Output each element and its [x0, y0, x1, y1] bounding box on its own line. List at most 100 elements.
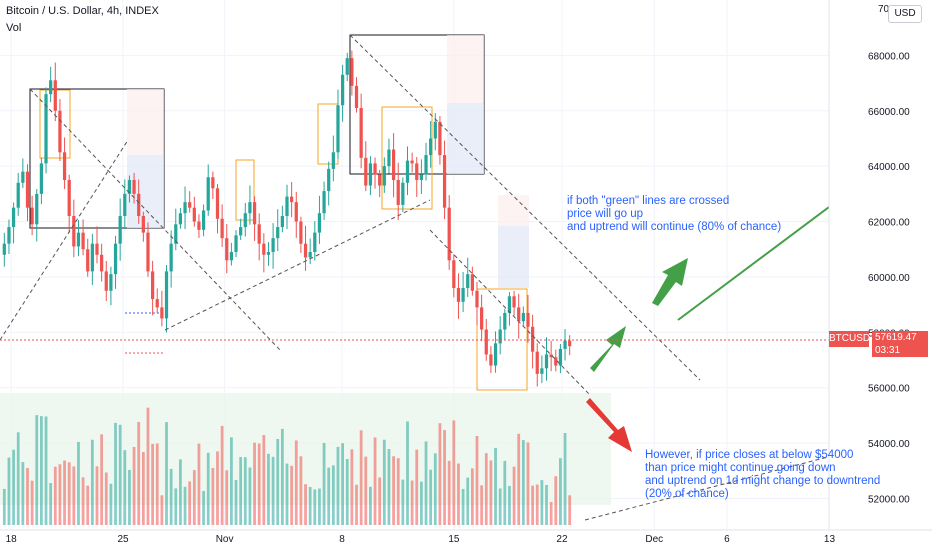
volume-bar [355, 484, 358, 525]
price-tick-label: 60000.00 [868, 273, 910, 284]
candle-body [410, 160, 414, 164]
candlesticks [2, 50, 572, 387]
volume-bar [262, 434, 266, 525]
fib-box [381, 106, 433, 210]
candle-body [340, 74, 345, 106]
volume-bar [406, 421, 409, 525]
candle-body [368, 163, 373, 186]
candle-body [317, 213, 322, 233]
candle-body [178, 213, 183, 225]
candle-body [174, 224, 178, 244]
candle-body [373, 163, 377, 175]
volume-bar [540, 480, 544, 525]
candle-body [248, 202, 252, 214]
volume-bar [230, 437, 233, 525]
volume-bar [7, 457, 11, 525]
candle-body [262, 243, 266, 255]
candle-body [76, 232, 81, 247]
candle-body [544, 354, 549, 369]
candle-body [475, 290, 479, 308]
candle-body [234, 235, 238, 252]
price-tick-label: 66000.00 [868, 107, 910, 118]
time-tick-label: Dec [645, 534, 663, 545]
volume-bar [503, 460, 507, 525]
bullish-note: if both "green" lines are crossed price … [567, 195, 782, 233]
candle-body [354, 85, 359, 108]
volume-bar [294, 440, 298, 525]
volume-bar [114, 422, 117, 525]
candle-body [303, 243, 308, 258]
volume-bar [290, 465, 294, 525]
candle-body [466, 274, 470, 288]
volume-bar [160, 495, 164, 525]
volume-bar [401, 479, 405, 525]
candle-body [405, 160, 410, 183]
volume-bar [234, 479, 238, 525]
volume-bar [90, 439, 94, 525]
currency-button[interactable]: USD [888, 5, 922, 23]
volume-bar [545, 484, 548, 525]
dashed-trendline [584, 429, 932, 521]
candle-body [243, 213, 247, 228]
candle-body [160, 307, 164, 319]
volume-bar [123, 450, 127, 525]
volume-bar [512, 466, 516, 525]
volume-bar [387, 449, 391, 525]
candle-body [58, 110, 62, 153]
current-price-tag: BTCUSD 57619.47 03:31 [829, 331, 930, 357]
candle-body [447, 207, 451, 261]
candle-body [503, 312, 507, 330]
candle-body [206, 177, 210, 211]
candle-body [489, 354, 493, 366]
volume-bar [267, 453, 270, 525]
candle-body [336, 105, 340, 153]
volume-bar [141, 451, 145, 525]
volume-bar [433, 453, 437, 525]
volume-bar [554, 476, 558, 525]
volume-bar [489, 460, 493, 525]
fib-zone [127, 89, 164, 155]
volume-bar [410, 480, 414, 525]
candle-body [49, 80, 53, 95]
price-tick-label: 68000.00 [868, 51, 910, 62]
candle-body [470, 274, 474, 291]
candle-body [25, 171, 30, 208]
volume-bar [535, 484, 539, 525]
volume-bar [271, 456, 275, 525]
candle-body [252, 202, 257, 225]
volume-bar [521, 440, 525, 525]
candle-body [322, 191, 326, 214]
candle-body [86, 249, 90, 272]
price-axis-bg [829, 0, 932, 550]
candle-body [535, 351, 539, 374]
volume-bar [285, 463, 289, 525]
candle-body [378, 174, 382, 186]
price-tick-label: 52000.00 [868, 494, 910, 505]
volume-bar [216, 451, 219, 525]
candle-body [526, 312, 530, 327]
volume-bar [21, 462, 25, 525]
current-price: 57619.47 [875, 332, 917, 343]
volume-bar [81, 477, 85, 525]
volume-bar [429, 469, 433, 525]
candle-body [521, 312, 525, 322]
candle-body [127, 180, 132, 194]
volume-bar [239, 456, 243, 525]
volume-bar [304, 484, 307, 525]
candle-body [257, 224, 261, 244]
candle-body [53, 80, 57, 111]
candle-body [2, 243, 6, 255]
candle-body [239, 227, 243, 236]
volume-bar [248, 467, 252, 525]
candle-body [150, 271, 155, 300]
candle-body [327, 168, 331, 192]
volume-bar [382, 439, 386, 525]
candle-body [345, 58, 349, 75]
volume-bar [225, 470, 229, 525]
candle-body [452, 260, 456, 288]
fib-zone [447, 35, 484, 103]
volume-bar [44, 416, 48, 525]
volume-bar [206, 452, 210, 525]
volume-bar [318, 488, 321, 525]
